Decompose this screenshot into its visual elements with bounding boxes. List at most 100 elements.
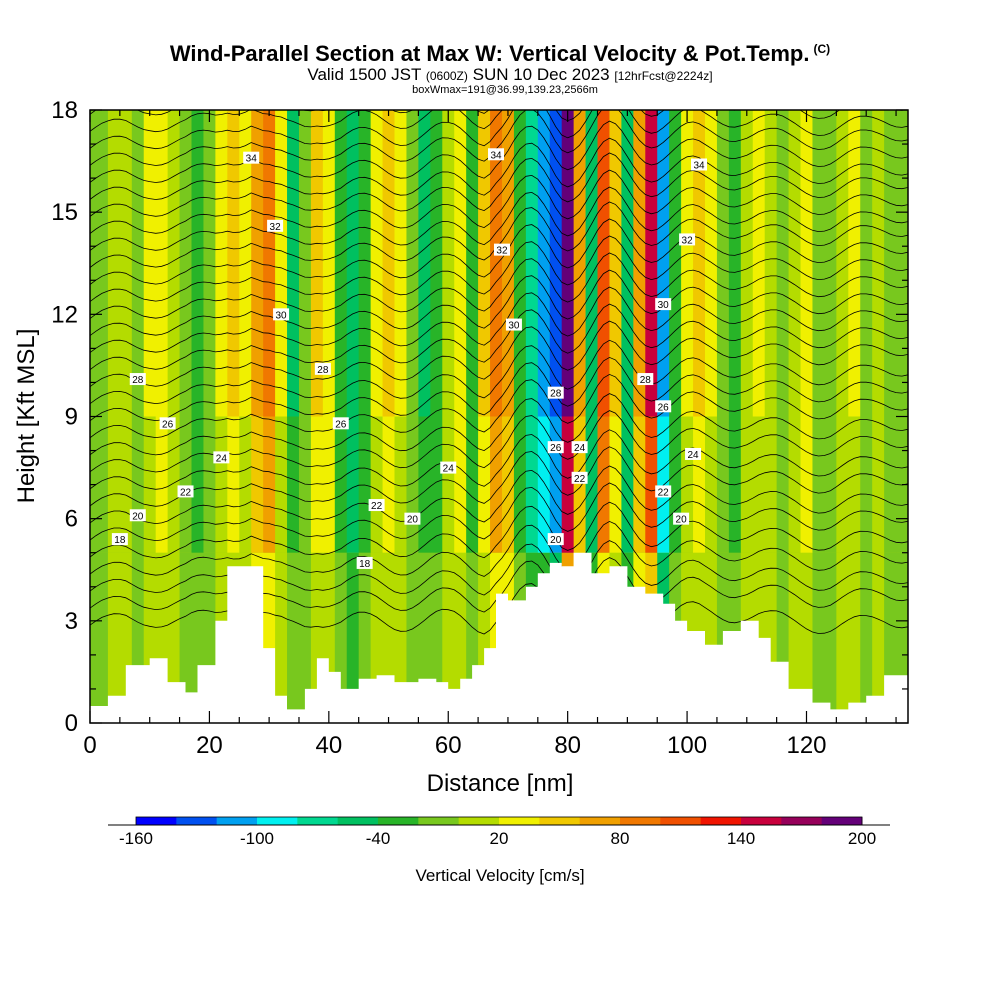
contour-label-box bbox=[243, 151, 260, 164]
y-tick-label: 12 bbox=[51, 301, 78, 328]
contour-label-box bbox=[637, 373, 654, 386]
w-cell bbox=[693, 416, 706, 553]
contour-label: 32 bbox=[679, 233, 696, 246]
w-cell bbox=[275, 416, 288, 553]
contour-label-box bbox=[655, 400, 672, 413]
w-cell bbox=[334, 110, 348, 417]
contour-label: 26 bbox=[332, 417, 349, 430]
w-cell bbox=[227, 416, 240, 553]
w-cell bbox=[740, 416, 754, 553]
contour-label: 26 bbox=[655, 400, 672, 413]
potential-temperature-contours bbox=[90, 110, 908, 635]
colorbar-tick-label: 140 bbox=[727, 829, 755, 848]
w-cell bbox=[764, 110, 778, 417]
contour-label-text: 26 bbox=[550, 443, 562, 454]
w-cell bbox=[681, 110, 694, 417]
colorbar-swatch bbox=[579, 817, 621, 825]
valid-date: SUN 10 Dec 2023 bbox=[472, 65, 610, 84]
w-cell bbox=[215, 110, 228, 417]
x-tick-label: 120 bbox=[786, 732, 826, 759]
w-cell bbox=[800, 110, 814, 417]
title-block: Wind-Parallel Section at Max W: Vertical… bbox=[0, 36, 1000, 97]
y-tick-label: 18 bbox=[51, 97, 78, 124]
copyright-mark: (C) bbox=[813, 42, 831, 56]
contour-label-text: 32 bbox=[270, 222, 282, 233]
terrain-shape bbox=[90, 552, 908, 723]
w-cell bbox=[788, 110, 802, 417]
contour-label-box bbox=[332, 417, 349, 430]
colorbar-swatch bbox=[337, 817, 379, 825]
contour-label: 34 bbox=[488, 148, 505, 161]
contour-label-box bbox=[129, 373, 146, 386]
contour-label-text: 22 bbox=[180, 487, 192, 498]
w-cell bbox=[860, 416, 873, 553]
w-cell bbox=[704, 110, 718, 417]
contour-label-text: 28 bbox=[550, 389, 562, 400]
contour-label-box bbox=[159, 417, 176, 430]
colorbar: -160 -100 -40 20 80 140 200 bbox=[108, 816, 890, 848]
w-cell bbox=[370, 110, 384, 417]
x-tick-label: 0 bbox=[83, 732, 96, 759]
contour-label-box bbox=[356, 556, 373, 569]
colorbar-swatch bbox=[821, 817, 863, 825]
contour-label: 22 bbox=[571, 471, 588, 485]
w-cell bbox=[394, 552, 408, 723]
contour-labels: 34 34 34 32 32 32 30 30 30 28 28 28 28 26 26 26 26 24 24 24… bbox=[111, 148, 708, 570]
contour-label: 24 bbox=[685, 447, 702, 461]
colorbar-tick-label: -40 bbox=[366, 829, 391, 848]
w-cell bbox=[275, 110, 288, 417]
contour-label-text: 24 bbox=[687, 450, 699, 461]
w-cell bbox=[442, 552, 455, 723]
contour-label: 20 bbox=[404, 512, 421, 526]
w-cell bbox=[490, 416, 503, 553]
chart-title: Wind-Parallel Section at Max W: Vertical… bbox=[0, 36, 1000, 67]
theta-contour bbox=[90, 269, 908, 336]
colorbar-swatch bbox=[781, 817, 823, 825]
x-tick-label: 40 bbox=[315, 732, 342, 759]
w-cell bbox=[812, 110, 826, 417]
contour-label-text: 30 bbox=[508, 321, 520, 332]
w-cell bbox=[418, 416, 431, 553]
contour-label-text: 28 bbox=[640, 375, 652, 386]
w-cell bbox=[669, 416, 682, 553]
w-cell bbox=[860, 552, 873, 723]
w-cell bbox=[561, 416, 575, 553]
w-cell bbox=[107, 416, 121, 553]
theta-contour bbox=[90, 540, 908, 596]
theta-contour bbox=[90, 110, 908, 150]
w-cell bbox=[346, 110, 360, 417]
x-axis: 0 20 40 60 80 100 120 bbox=[83, 110, 897, 759]
contour-label: 34 bbox=[243, 151, 260, 165]
colorbar-tick-label: 20 bbox=[490, 829, 509, 848]
w-cell bbox=[179, 416, 193, 553]
w-cell bbox=[716, 416, 730, 553]
theta-contour bbox=[90, 520, 908, 577]
w-cell bbox=[716, 110, 730, 417]
x-tick-label: 80 bbox=[554, 732, 581, 759]
w-cell bbox=[418, 110, 431, 417]
w-cell bbox=[633, 110, 646, 417]
contour-label-box bbox=[673, 512, 690, 525]
w-cell bbox=[466, 416, 479, 553]
w-cell bbox=[298, 416, 312, 553]
contour-label: 32 bbox=[267, 219, 284, 233]
w-cell bbox=[167, 110, 181, 417]
theta-contour bbox=[90, 252, 908, 319]
contour-label-text: 26 bbox=[658, 402, 670, 413]
colorbar-tick-label: 80 bbox=[611, 829, 630, 848]
w-cell bbox=[107, 110, 121, 417]
w-cell bbox=[155, 416, 169, 553]
w-cell bbox=[287, 110, 300, 417]
theta-contour bbox=[90, 110, 907, 133]
contour-label-box bbox=[488, 148, 505, 161]
theta-contour bbox=[90, 446, 908, 507]
w-cell bbox=[251, 110, 264, 417]
colorbar-tick-label: -160 bbox=[119, 829, 153, 848]
w-cell bbox=[513, 416, 527, 553]
contour-label: 32 bbox=[493, 243, 510, 257]
w-cell bbox=[836, 110, 849, 417]
w-cell bbox=[872, 416, 885, 553]
colorbar-tick-label: 200 bbox=[848, 829, 876, 848]
x-tick-label: 100 bbox=[667, 732, 707, 759]
theta-contour bbox=[90, 393, 908, 456]
